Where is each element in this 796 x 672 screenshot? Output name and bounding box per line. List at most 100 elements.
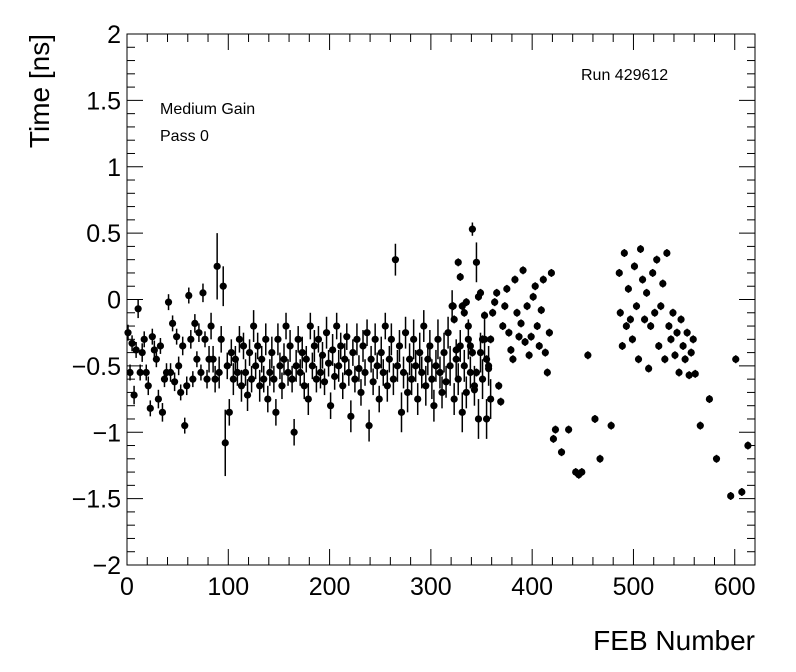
data-point [607,421,615,430]
data-point [507,345,515,354]
data-marker [645,364,653,373]
data-point [509,355,517,364]
data-marker [449,302,457,310]
data-point [203,369,211,389]
data-point [671,351,679,360]
data-marker [661,355,669,363]
data-marker [636,245,645,253]
data-marker [685,371,693,379]
data-marker [298,349,306,357]
data-marker [497,398,505,406]
data-marker [369,378,377,386]
data-point [618,341,626,350]
data-marker [395,342,404,350]
data-point [487,335,495,344]
data-marker [458,408,466,416]
data-marker [357,388,365,397]
data-point [223,352,231,380]
data-point [377,336,385,369]
data-point [341,343,349,376]
data-point [239,332,248,360]
data-point [495,381,503,390]
data-point [738,488,746,496]
data-point [389,363,397,396]
data-point [647,322,655,331]
data-point [521,337,529,346]
data-marker [314,335,323,343]
data-marker [683,329,691,337]
data-marker [347,412,355,420]
data-point [683,328,691,337]
data-point [185,287,193,304]
data-point [298,336,306,369]
data-marker [616,309,624,317]
data-point [466,356,474,389]
data-marker [596,455,604,463]
data-point [387,323,395,356]
data-point [416,332,424,373]
data-marker [507,346,515,354]
data-marker [511,275,519,284]
data-marker [363,329,371,337]
data-point [472,368,481,377]
data-point [545,328,553,337]
data-point [527,332,535,341]
data-point [134,299,142,319]
y-tick-label: 0 [107,287,121,315]
data-marker [628,335,637,343]
data-marker [657,302,665,310]
data-marker [632,302,641,310]
data-marker [181,422,189,430]
y-tick-label: −2 [92,552,121,580]
data-point [503,284,511,293]
data-point [148,328,156,345]
data-point [179,336,187,356]
data-point [126,364,134,381]
data-marker [158,408,167,416]
data-point [379,359,387,386]
data-point [132,341,140,358]
data-point [349,339,357,366]
data-marker [472,258,481,266]
gain-annotation: Medium Gain [160,101,255,118]
data-point [280,343,288,376]
data-point [288,365,296,393]
data-point [294,326,302,353]
data-marker [487,335,495,343]
data-point [154,389,162,409]
data-point [616,308,624,317]
data-marker [189,375,197,383]
data-marker [618,342,626,350]
data-marker [547,269,556,277]
data-point [505,328,513,337]
data-point [391,243,400,276]
data-point [436,356,444,389]
data-marker [521,338,529,346]
data-point [276,352,284,380]
data-marker [191,319,199,327]
data-point [312,365,321,393]
data-point [712,454,721,463]
data-point [634,355,643,364]
data-marker [337,342,345,350]
data-point [705,395,714,404]
data-marker [491,298,499,306]
data-point [537,306,545,315]
data-marker [254,342,262,350]
data-point [183,376,191,396]
data-point [187,330,195,349]
data-point [539,275,547,284]
data-marker [681,355,689,363]
data-point [278,372,286,400]
data-marker [130,391,138,399]
data-marker [460,362,468,370]
y-tick-labels: −2 −1.5 −1 −0.5 0 0.5 1 1.5 2 [72,21,121,580]
data-marker [383,382,391,390]
data-marker [478,375,487,383]
data-point [687,348,695,357]
data-marker [454,375,462,383]
data-marker [663,249,671,257]
data-marker [452,355,460,363]
data-marker [173,333,181,341]
data-point [189,371,197,388]
